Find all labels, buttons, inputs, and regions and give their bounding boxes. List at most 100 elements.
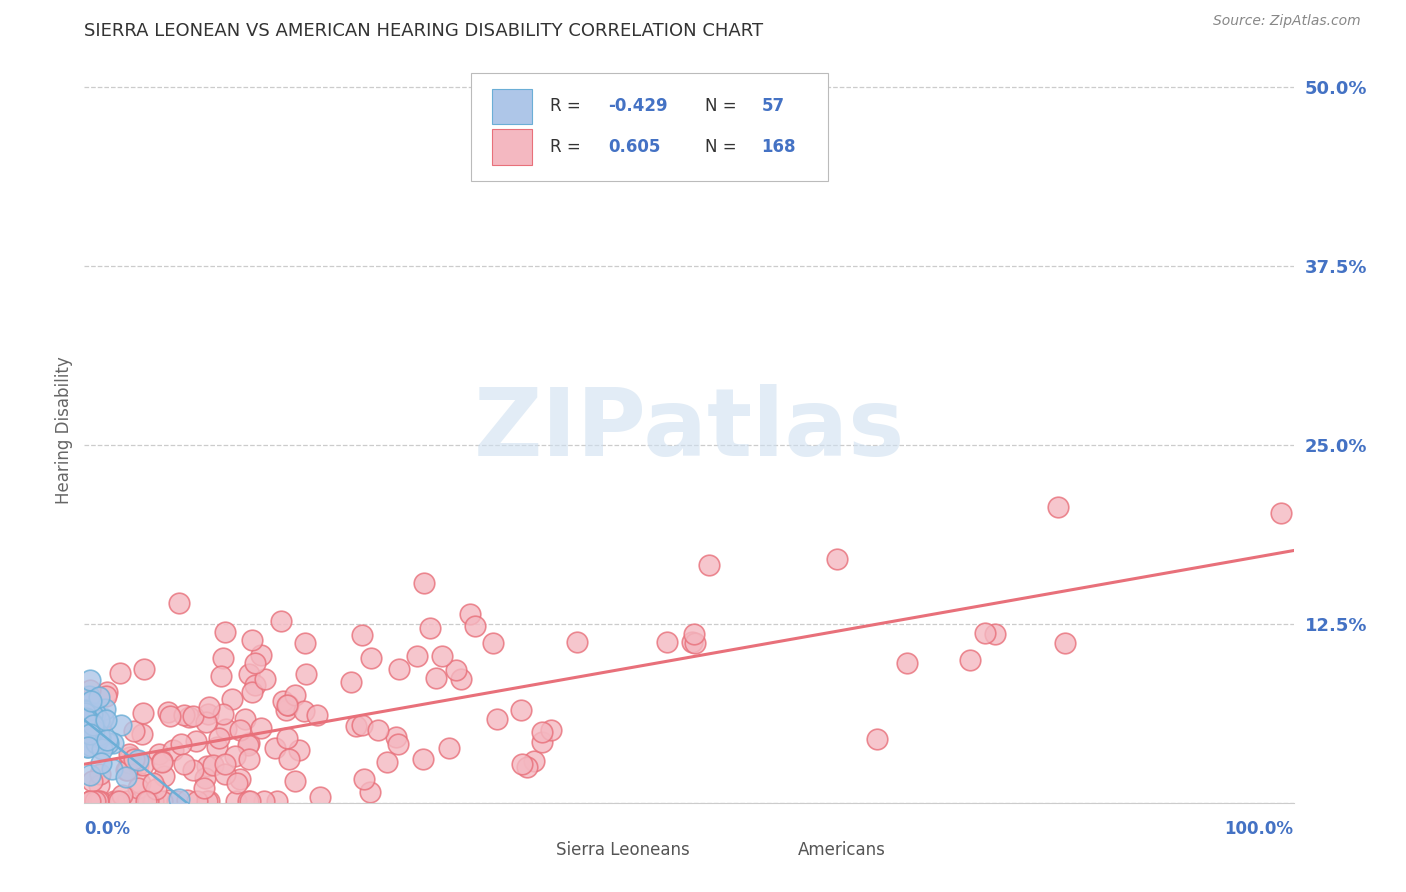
Point <box>197 794 219 808</box>
Point <box>80 716 103 731</box>
Point <box>540 723 562 737</box>
Point <box>214 767 236 781</box>
Text: Source: ZipAtlas.com: Source: ZipAtlas.com <box>1213 14 1361 28</box>
Point <box>413 576 436 591</box>
Point <box>974 625 997 640</box>
Point <box>75 706 97 721</box>
Point <box>129 776 152 790</box>
Point <box>238 752 260 766</box>
Point <box>77 714 100 729</box>
Point <box>73 712 96 726</box>
Text: 0.0%: 0.0% <box>84 820 131 838</box>
Point <box>82 717 104 731</box>
Point <box>118 749 141 764</box>
Point <box>96 689 118 703</box>
Point <box>173 757 195 772</box>
Text: N =: N = <box>704 97 741 115</box>
Point <box>530 735 553 749</box>
Point <box>437 741 460 756</box>
Point <box>136 794 159 808</box>
Point <box>87 713 110 727</box>
Point <box>186 794 208 808</box>
Point <box>486 712 509 726</box>
Point <box>142 794 165 808</box>
Point <box>150 754 173 768</box>
Point <box>1053 636 1076 650</box>
Point <box>359 785 381 799</box>
Text: Sierra Leoneans: Sierra Leoneans <box>555 841 690 859</box>
Bar <box>520 837 547 863</box>
Y-axis label: Hearing Disability: Hearing Disability <box>55 357 73 504</box>
Point <box>225 794 247 808</box>
Point <box>229 723 252 737</box>
Point <box>79 696 101 710</box>
Point <box>118 747 141 761</box>
Point <box>80 707 103 722</box>
Point <box>76 721 98 735</box>
Point <box>238 666 260 681</box>
Point <box>464 619 486 633</box>
Point <box>419 622 441 636</box>
Point <box>127 758 149 772</box>
Text: -0.429: -0.429 <box>607 97 668 115</box>
Point <box>132 758 155 772</box>
Point <box>450 672 472 686</box>
Point <box>157 793 180 807</box>
Point <box>76 740 98 755</box>
Point <box>270 614 292 628</box>
Point <box>166 794 188 808</box>
Point <box>90 741 112 756</box>
Point <box>482 636 505 650</box>
Bar <box>492 129 531 165</box>
Point <box>108 665 131 680</box>
Point <box>80 723 103 738</box>
Point <box>254 673 277 687</box>
Point <box>425 671 447 685</box>
Point <box>82 794 104 808</box>
Point <box>221 692 243 706</box>
Point <box>87 794 110 808</box>
Point <box>142 776 165 790</box>
Point <box>96 685 118 699</box>
Point <box>388 662 411 676</box>
Text: ZIPatlas: ZIPatlas <box>474 384 904 476</box>
Point <box>233 712 256 726</box>
Point <box>240 684 263 698</box>
Point <box>697 558 720 572</box>
Point <box>82 722 104 736</box>
Text: SIERRA LEONEAN VS AMERICAN HEARING DISABILITY CORRELATION CHART: SIERRA LEONEAN VS AMERICAN HEARING DISAB… <box>84 21 763 40</box>
Point <box>131 727 153 741</box>
Point <box>91 711 114 725</box>
Point <box>896 656 918 670</box>
Point <box>94 713 117 727</box>
Point <box>274 703 297 717</box>
Point <box>215 723 238 737</box>
Point <box>523 754 546 768</box>
Point <box>96 733 118 747</box>
Point <box>194 772 217 786</box>
Point <box>240 632 263 647</box>
Point <box>115 763 138 777</box>
Point <box>107 794 129 808</box>
Point <box>127 753 149 767</box>
Point <box>352 717 374 731</box>
Point <box>118 756 141 770</box>
Point <box>225 776 247 790</box>
Point <box>73 703 96 717</box>
Point <box>115 794 138 808</box>
Point <box>79 726 101 740</box>
Point <box>73 722 96 736</box>
Point <box>197 706 219 721</box>
Point <box>276 698 298 712</box>
Point <box>238 794 260 808</box>
Point <box>80 720 103 734</box>
Point <box>76 717 98 731</box>
Point <box>73 707 96 722</box>
Point <box>284 774 307 789</box>
Point <box>83 706 105 720</box>
Point <box>127 781 149 796</box>
Point <box>214 757 236 772</box>
Point <box>458 607 481 622</box>
Point <box>128 794 150 808</box>
Point <box>153 768 176 782</box>
